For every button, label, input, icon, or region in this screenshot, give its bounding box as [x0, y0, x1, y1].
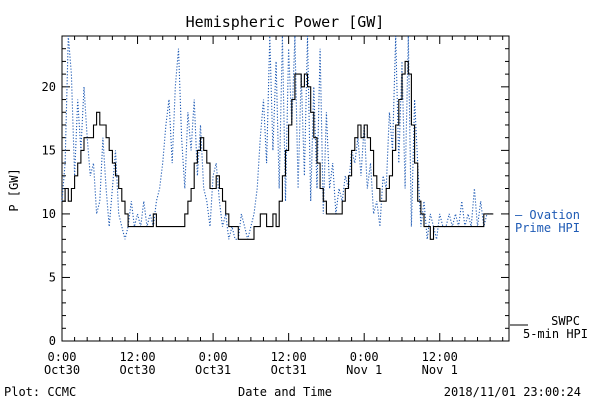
y-tick-label: 0 [49, 334, 56, 348]
y-tick-label: 10 [42, 207, 56, 221]
x-tick-label-date: Oct30 [119, 363, 155, 377]
ovation-label-line1: — Ovation [515, 208, 580, 222]
swpc-label-line1: SWPC [551, 314, 580, 328]
y-axis-label: P [GW] [7, 168, 21, 211]
x-axis: 0:00Oct3012:00Oct300:00Oct3112:00Oct310:… [44, 36, 504, 377]
x-tick-label-time: 0:00 [48, 350, 77, 364]
footer-x-label: Date and Time [238, 385, 332, 399]
y-tick-label: 20 [42, 80, 56, 94]
y-tick-label: 15 [42, 143, 56, 157]
y-tick-label: 5 [49, 270, 56, 284]
footer-plot-source: Plot: CCMC [4, 385, 76, 399]
ovation-label-line2: Prime HPI [515, 221, 580, 235]
x-tick-label-time: 12:00 [422, 350, 458, 364]
x-tick-label-time: 12:00 [271, 350, 307, 364]
x-tick-label-date: Nov 1 [346, 363, 382, 377]
x-tick-label-time: 0:00 [199, 350, 228, 364]
x-tick-label-time: 0:00 [350, 350, 379, 364]
footer-timestamp: 2018/11/01 23:00:24 [444, 385, 581, 399]
x-tick-label-date: Oct31 [271, 363, 307, 377]
series-layer [61, 35, 494, 240]
x-tick-label-date: Oct31 [195, 363, 231, 377]
y-axis: 0 5 10 15 20 [42, 35, 509, 348]
ovation-prime-series-line [61, 35, 494, 240]
x-tick-label-date: Oct30 [44, 363, 80, 377]
x-tick-label-time: 12:00 [119, 350, 155, 364]
chart-title: Hemispheric Power [GW] [186, 13, 385, 31]
x-tick-label-date: Nov 1 [422, 363, 458, 377]
swpc-label-line2: 5-min HPI [523, 327, 588, 341]
swpc-hpi-series-line [62, 60, 494, 240]
